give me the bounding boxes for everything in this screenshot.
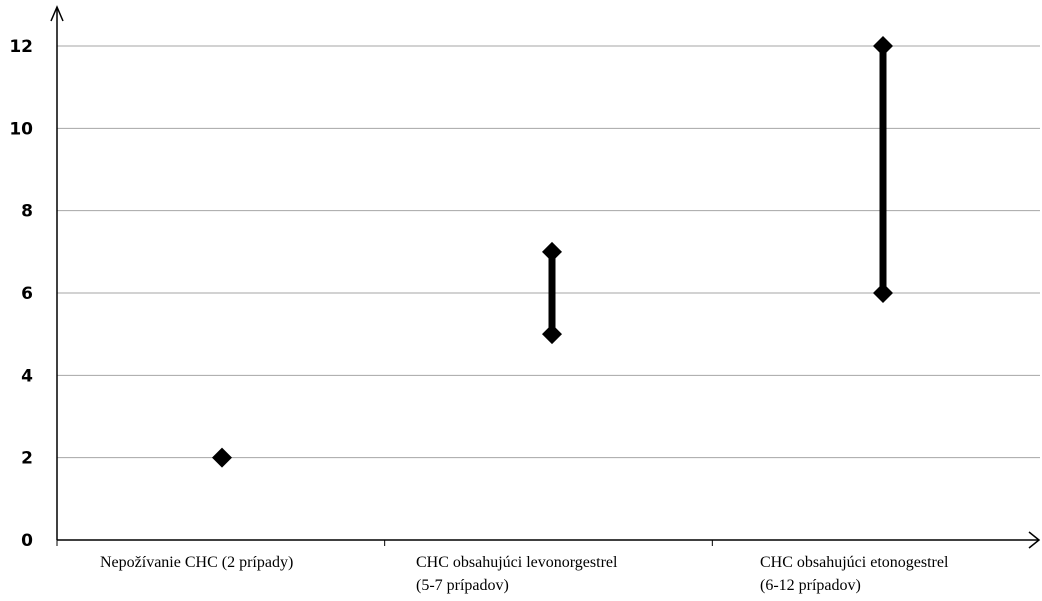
x-tick-label-line: (5-7 prípadov): [416, 577, 509, 594]
x-axis-arrow: [1028, 531, 1041, 549]
y-tick-label: 6: [21, 284, 33, 304]
x-axis-ticks: Nepožívanie CHC (2 prípady) CHC obsahujúc…: [100, 554, 949, 594]
point-marker: [212, 447, 232, 468]
x-tick-label-line: Nepožívanie CHC (2 prípady): [100, 554, 293, 571]
y-tick-label: 4: [21, 366, 33, 386]
y-tick-label: 2: [21, 449, 33, 469]
axes: [50, 5, 1041, 549]
y-tick-label: 10: [9, 119, 33, 139]
y-tick-label: 12: [9, 37, 33, 57]
y-tick-label: 0: [21, 531, 33, 551]
data-marks: [212, 36, 893, 468]
low-marker: [542, 324, 562, 345]
x-tick-label: CHC obsahujúci etonogestrel (6-12 prípado…: [760, 554, 949, 594]
y-axis-arrow: [50, 5, 64, 22]
x-tick-label: Nepožívanie CHC (2 prípady): [100, 554, 293, 571]
x-tick-label-line: CHC obsahujúci levonorgestrel: [416, 554, 618, 571]
x-tick-label-line: CHC obsahujúci etonogestrel: [760, 554, 949, 571]
y-tick-label: 8: [21, 202, 33, 222]
high-marker: [542, 241, 562, 262]
x-tick-label-line: (6-12 prípadov): [760, 577, 861, 594]
low-marker: [873, 283, 893, 303]
x-tick-label: CHC obsahujúci levonorgestrel (5-7 prípad…: [416, 554, 618, 594]
y-axis-ticks: 0 2 4 6 8 10 12: [9, 37, 33, 551]
high-marker: [873, 36, 893, 56]
